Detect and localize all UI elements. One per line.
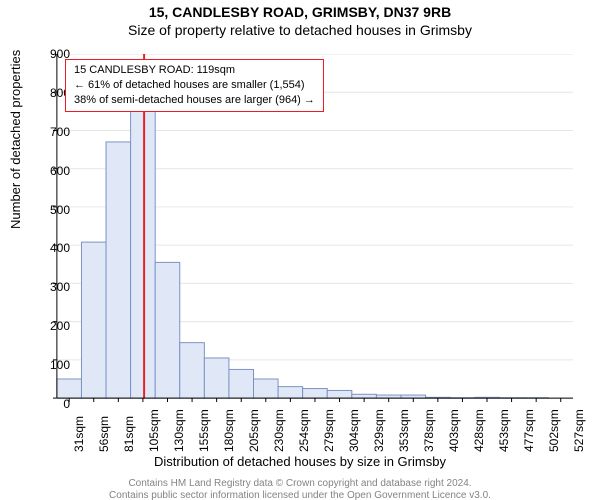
- y-tick: 400: [30, 241, 70, 255]
- x-tick: 477sqm: [522, 409, 536, 452]
- legend-box: 15 CANDLESBY ROAD: 119sqm ← 61% of detac…: [65, 59, 324, 112]
- x-tick: 527sqm: [572, 409, 586, 452]
- x-tick: 130sqm: [172, 409, 186, 452]
- bar: [131, 111, 156, 398]
- x-tick: 180sqm: [222, 409, 236, 452]
- x-tick: 353sqm: [397, 409, 411, 452]
- x-tick: 453sqm: [497, 409, 511, 452]
- y-tick: 300: [30, 280, 70, 294]
- x-tick: 155sqm: [197, 409, 211, 452]
- chart-container: 15, CANDLESBY ROAD, GRIMSBY, DN37 9RB Si…: [0, 4, 600, 500]
- bar: [254, 379, 279, 398]
- x-tick: 254sqm: [297, 409, 311, 452]
- bar: [278, 387, 303, 398]
- x-tick: 279sqm: [322, 409, 336, 452]
- y-tick: 500: [30, 203, 70, 217]
- bar: [352, 394, 377, 398]
- bar: [155, 262, 180, 398]
- y-tick: 100: [30, 358, 70, 372]
- y-tick: 0: [30, 397, 70, 411]
- y-tick: 200: [30, 319, 70, 333]
- x-tick: 329sqm: [372, 409, 386, 452]
- main-title: 15, CANDLESBY ROAD, GRIMSBY, DN37 9RB: [0, 4, 600, 20]
- bar: [204, 358, 229, 398]
- y-tick: 600: [30, 164, 70, 178]
- x-tick: 205sqm: [247, 409, 261, 452]
- y-tick: 800: [30, 86, 70, 100]
- x-axis-label: Distribution of detached houses by size …: [0, 454, 600, 469]
- y-axis-label: Number of detached properties: [8, 50, 23, 229]
- x-tick: 105sqm: [147, 409, 161, 452]
- x-tick: 31sqm: [72, 416, 86, 452]
- bar: [57, 379, 82, 398]
- x-tick: 428sqm: [472, 409, 486, 452]
- legend-line-3: 38% of semi-detached houses are larger (…: [74, 93, 315, 108]
- bar: [229, 369, 254, 398]
- bar: [180, 343, 205, 398]
- x-tick: 56sqm: [97, 416, 111, 452]
- legend-line-2: ← 61% of detached houses are smaller (1,…: [74, 78, 315, 93]
- sub-title: Size of property relative to detached ho…: [0, 22, 600, 38]
- legend-line-1: 15 CANDLESBY ROAD: 119sqm: [74, 63, 315, 78]
- attribution-footer: Contains HM Land Registry data © Crown c…: [0, 478, 600, 500]
- bar: [106, 142, 131, 398]
- x-tick: 304sqm: [347, 409, 361, 452]
- x-tick: 378sqm: [422, 409, 436, 452]
- footer-line-1: Contains HM Land Registry data © Crown c…: [0, 478, 600, 490]
- bar: [81, 242, 106, 398]
- x-tick: 81sqm: [122, 416, 136, 452]
- footer-line-2: Contains public sector information licen…: [0, 490, 600, 500]
- bar: [327, 390, 352, 398]
- y-tick: 900: [30, 47, 70, 61]
- y-tick: 700: [30, 125, 70, 139]
- x-tick: 230sqm: [272, 409, 286, 452]
- x-tick: 403sqm: [447, 409, 461, 452]
- bar: [303, 389, 328, 399]
- x-tick: 502sqm: [547, 409, 561, 452]
